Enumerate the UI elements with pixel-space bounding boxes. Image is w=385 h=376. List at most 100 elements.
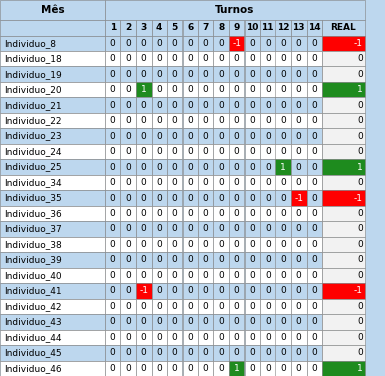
Text: 0: 0 bbox=[187, 348, 193, 357]
Text: Turnos: Turnos bbox=[215, 5, 255, 15]
Bar bbox=[105, 206, 121, 221]
Bar bbox=[182, 252, 198, 268]
Bar bbox=[276, 51, 291, 67]
Text: 0: 0 bbox=[280, 209, 286, 218]
Text: 0: 0 bbox=[357, 302, 363, 311]
Text: 0: 0 bbox=[311, 224, 317, 233]
Text: 0: 0 bbox=[234, 348, 239, 357]
Text: -1: -1 bbox=[354, 194, 363, 203]
Text: 0: 0 bbox=[126, 101, 131, 110]
Bar bbox=[152, 206, 167, 221]
Text: 0: 0 bbox=[156, 116, 162, 125]
Bar bbox=[276, 97, 291, 113]
Bar bbox=[198, 97, 214, 113]
Text: 0: 0 bbox=[141, 162, 147, 171]
Text: 0: 0 bbox=[172, 333, 177, 342]
Text: 0: 0 bbox=[296, 54, 301, 63]
Text: 0: 0 bbox=[203, 194, 209, 203]
Text: 0: 0 bbox=[357, 101, 363, 110]
Text: 0: 0 bbox=[296, 39, 301, 48]
Bar bbox=[214, 237, 229, 252]
Bar bbox=[121, 175, 136, 190]
Bar bbox=[105, 221, 121, 237]
Bar bbox=[136, 113, 152, 128]
Text: 0: 0 bbox=[249, 287, 255, 296]
Text: 0: 0 bbox=[187, 54, 193, 63]
Text: Individuo_21: Individuo_21 bbox=[4, 101, 62, 110]
Text: 0: 0 bbox=[156, 287, 162, 296]
Text: 0: 0 bbox=[141, 178, 147, 187]
Text: 0: 0 bbox=[218, 194, 224, 203]
Bar bbox=[229, 51, 244, 67]
Bar bbox=[0, 0, 105, 20]
Text: 0: 0 bbox=[172, 287, 177, 296]
Text: 0: 0 bbox=[296, 317, 301, 326]
Text: Individuo_22: Individuo_22 bbox=[4, 116, 62, 125]
Text: 0: 0 bbox=[126, 39, 131, 48]
Bar bbox=[244, 175, 260, 190]
Text: 0: 0 bbox=[296, 116, 301, 125]
Text: 0: 0 bbox=[187, 364, 193, 373]
Bar bbox=[322, 175, 365, 190]
Text: -1: -1 bbox=[139, 287, 148, 296]
Text: 0: 0 bbox=[110, 70, 116, 79]
Text: 0: 0 bbox=[296, 209, 301, 218]
Bar bbox=[291, 144, 306, 159]
Text: 0: 0 bbox=[234, 162, 239, 171]
Bar bbox=[306, 113, 322, 128]
Bar bbox=[291, 175, 306, 190]
Bar bbox=[121, 128, 136, 144]
Bar bbox=[214, 314, 229, 330]
Text: 0: 0 bbox=[203, 240, 209, 249]
Bar bbox=[260, 82, 276, 97]
Text: 0: 0 bbox=[234, 101, 239, 110]
Bar bbox=[152, 113, 167, 128]
Text: 0: 0 bbox=[187, 317, 193, 326]
Bar bbox=[167, 97, 182, 113]
Bar bbox=[136, 175, 152, 190]
Text: 0: 0 bbox=[110, 271, 116, 280]
Text: 0: 0 bbox=[280, 54, 286, 63]
Text: 0: 0 bbox=[218, 287, 224, 296]
Text: 1: 1 bbox=[141, 85, 147, 94]
Text: 0: 0 bbox=[296, 287, 301, 296]
Text: 0: 0 bbox=[187, 116, 193, 125]
Bar bbox=[229, 175, 244, 190]
Text: 0: 0 bbox=[110, 178, 116, 187]
Bar bbox=[136, 361, 152, 376]
Text: 0: 0 bbox=[296, 364, 301, 373]
Text: 0: 0 bbox=[203, 132, 209, 141]
Bar bbox=[214, 20, 229, 35]
Text: Individuo_36: Individuo_36 bbox=[4, 209, 62, 218]
Text: 0: 0 bbox=[172, 271, 177, 280]
Bar bbox=[198, 206, 214, 221]
Text: 0: 0 bbox=[249, 39, 255, 48]
Bar bbox=[136, 283, 152, 299]
Bar bbox=[276, 299, 291, 314]
Bar bbox=[182, 144, 198, 159]
Text: Individuo_44: Individuo_44 bbox=[4, 333, 62, 342]
Bar bbox=[152, 82, 167, 97]
Text: 0: 0 bbox=[156, 271, 162, 280]
Text: 0: 0 bbox=[172, 101, 177, 110]
Bar bbox=[121, 67, 136, 82]
Text: 0: 0 bbox=[296, 240, 301, 249]
Text: 0: 0 bbox=[265, 194, 271, 203]
Text: 0: 0 bbox=[203, 364, 209, 373]
Text: Individuo_46: Individuo_46 bbox=[4, 364, 62, 373]
Bar bbox=[322, 67, 365, 82]
Bar bbox=[105, 314, 121, 330]
Text: 3: 3 bbox=[141, 23, 147, 32]
Text: 0: 0 bbox=[249, 348, 255, 357]
Text: 0: 0 bbox=[126, 224, 131, 233]
Text: 0: 0 bbox=[126, 240, 131, 249]
Text: 0: 0 bbox=[218, 302, 224, 311]
Text: 0: 0 bbox=[296, 255, 301, 264]
Bar bbox=[244, 361, 260, 376]
Bar bbox=[214, 35, 229, 51]
Bar bbox=[152, 175, 167, 190]
Text: 0: 0 bbox=[156, 147, 162, 156]
Text: Individuo_37: Individuo_37 bbox=[4, 224, 62, 233]
Bar bbox=[214, 206, 229, 221]
Text: 0: 0 bbox=[234, 147, 239, 156]
